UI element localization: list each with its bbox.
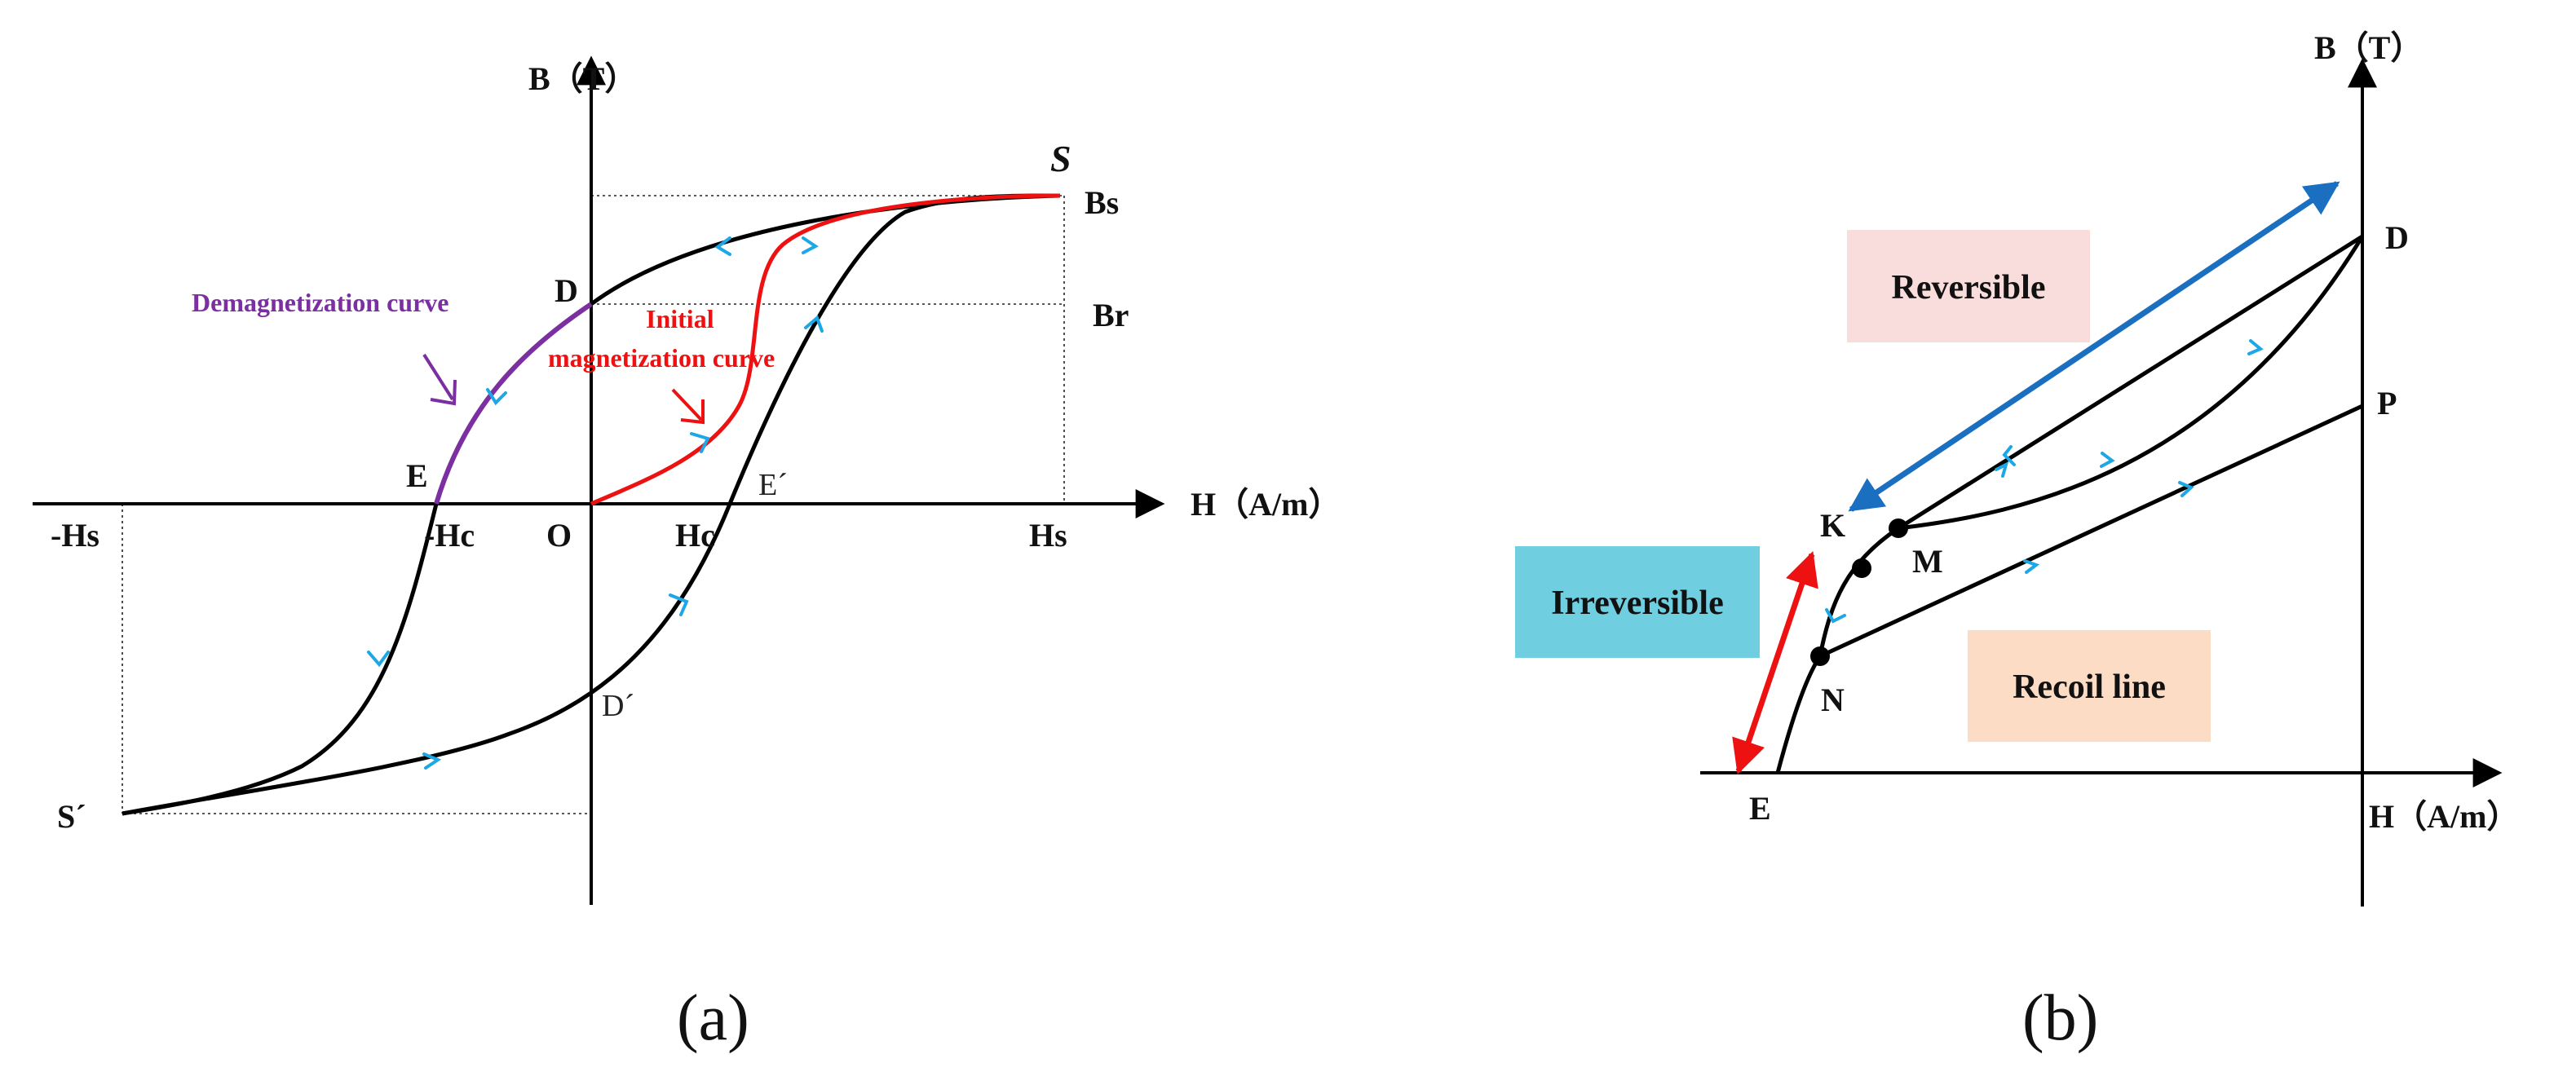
- point-M: [1889, 518, 1908, 538]
- recoil-line-label: Recoil line: [2013, 668, 2166, 706]
- point-K-lower: [1852, 558, 1871, 578]
- direction-arrow-icon: [422, 752, 442, 770]
- direction-arrow-icon: [2178, 481, 2194, 497]
- reversible-span-arrow: [1848, 181, 2340, 512]
- panel-b-y-axis-label: B（T）: [2314, 29, 2423, 66]
- direction-arrow-icon: [714, 236, 731, 256]
- direction-arrow-icon: [804, 315, 824, 333]
- initial-curve-label-line1: Initial: [646, 304, 714, 333]
- demag-pointer-arrow: [422, 353, 454, 401]
- label-neg-Hc: -Hc: [424, 517, 475, 554]
- label-neg-Hs: -Hs: [51, 517, 99, 554]
- direction-arrow-icon: [669, 593, 689, 616]
- label-D: D: [2385, 219, 2409, 256]
- ascending-branch-lower: [122, 503, 732, 816]
- label-N: N: [1821, 682, 1845, 718]
- label-Br: Br: [1093, 297, 1129, 333]
- panel-b: B（T） H（A/m） D P K M N E Reversible Irrev…: [1515, 29, 2519, 1054]
- initial-curve-label-line2: magnetization curve: [548, 343, 775, 373]
- panel-b-direction-arrows: [1825, 339, 2264, 624]
- direction-arrow-icon: [802, 236, 819, 254]
- label-S-prime: S´: [57, 798, 86, 835]
- panel-a-y-axis-label: B（T）: [528, 60, 637, 97]
- label-K: K: [1820, 507, 1845, 544]
- upper-branch-curve: [590, 193, 1061, 307]
- panel-b-x-axis-label: H（A/m）: [2369, 798, 2519, 835]
- direction-arrow-icon: [690, 432, 710, 453]
- panel-a-x-axis-label: H（A/m）: [1191, 486, 1341, 523]
- initial-pointer-head: [680, 399, 705, 425]
- initial-magnetization-curve: [590, 193, 1061, 506]
- label-E: E: [1749, 790, 1771, 827]
- irreversible-label: Irreversible: [1551, 585, 1723, 622]
- direction-arrow-icon: [2002, 445, 2016, 466]
- panel-a-pointer-arrows: [422, 353, 705, 425]
- label-Hs: Hs: [1029, 517, 1067, 554]
- label-E-prime: E´: [758, 468, 788, 502]
- direction-arrow-icon: [2100, 452, 2115, 468]
- direction-arrow-icon: [2247, 339, 2264, 355]
- demagnetization-curve-label: Demagnetization curve: [192, 288, 448, 317]
- label-E: E: [406, 457, 428, 494]
- direction-arrow-icon: [1995, 461, 2009, 478]
- label-O: O: [546, 517, 572, 554]
- label-D: D: [555, 272, 578, 309]
- irreversible-box: [1515, 546, 1760, 658]
- label-P: P: [2377, 385, 2397, 421]
- point-N: [1810, 646, 1830, 666]
- panel-a: B（T） H（A/m） S Bs D Br E -Hc O Hc E´ Hs -…: [33, 55, 1341, 1054]
- demagnetization-curve: [434, 302, 593, 505]
- direction-arrow-icon: [1825, 608, 1846, 624]
- reversible-label: Reversible: [1892, 269, 2046, 307]
- initial-pointer-arrow: [671, 388, 703, 421]
- panel-a-direction-arrows: [367, 236, 824, 770]
- direction-arrow-icon: [367, 651, 390, 668]
- label-M: M: [1912, 543, 1943, 580]
- label-Bs: Bs: [1085, 184, 1119, 221]
- irreversible-span-arrow: [1732, 551, 1818, 774]
- label-Hc: Hc: [675, 517, 715, 554]
- recoil-line-box: [1968, 630, 2211, 742]
- label-S: S: [1050, 138, 1071, 179]
- label-D-prime: D´: [602, 689, 634, 723]
- panel-b-tag: (b): [2022, 982, 2098, 1054]
- ascending-branch-upper: [727, 193, 1061, 505]
- demag-pointer-head: [430, 379, 457, 406]
- panel-a-tag: (a): [677, 982, 749, 1054]
- direction-arrow-icon: [486, 388, 507, 406]
- direction-arrow-icon: [2023, 559, 2040, 574]
